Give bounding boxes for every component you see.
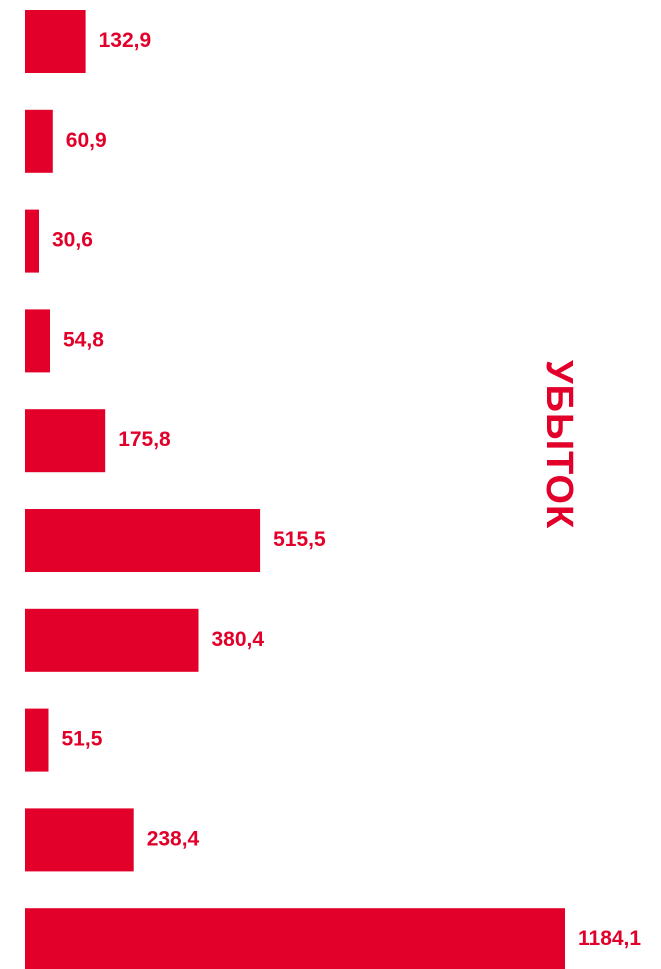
bar-value-label-7: 380,4 xyxy=(212,628,265,651)
bar-value-label-9: 238,4 xyxy=(147,827,200,850)
bar-value-label-1: 132,9 xyxy=(99,29,152,52)
bar-10 xyxy=(25,908,565,969)
bar-7 xyxy=(25,608,199,672)
bar-value-label-3: 30,6 xyxy=(52,229,93,252)
bar-9 xyxy=(25,808,134,872)
bar-4 xyxy=(25,309,50,373)
bar-8 xyxy=(25,708,49,772)
bar-5 xyxy=(25,409,106,473)
bar-value-label-4: 54,8 xyxy=(63,328,104,351)
chart-title: УБЫТОК xyxy=(538,360,580,530)
bar-1 xyxy=(25,10,86,73)
bar-2 xyxy=(25,109,53,173)
bar-6 xyxy=(25,509,261,572)
bar-3 xyxy=(25,209,39,273)
bar-value-label-8: 51,5 xyxy=(62,728,103,751)
bar-value-label-10: 1184,1 xyxy=(578,927,641,950)
bar-value-label-5: 175,8 xyxy=(118,428,171,451)
bar-value-label-2: 60,9 xyxy=(66,129,107,152)
bar-value-label-6: 515,5 xyxy=(273,528,326,551)
